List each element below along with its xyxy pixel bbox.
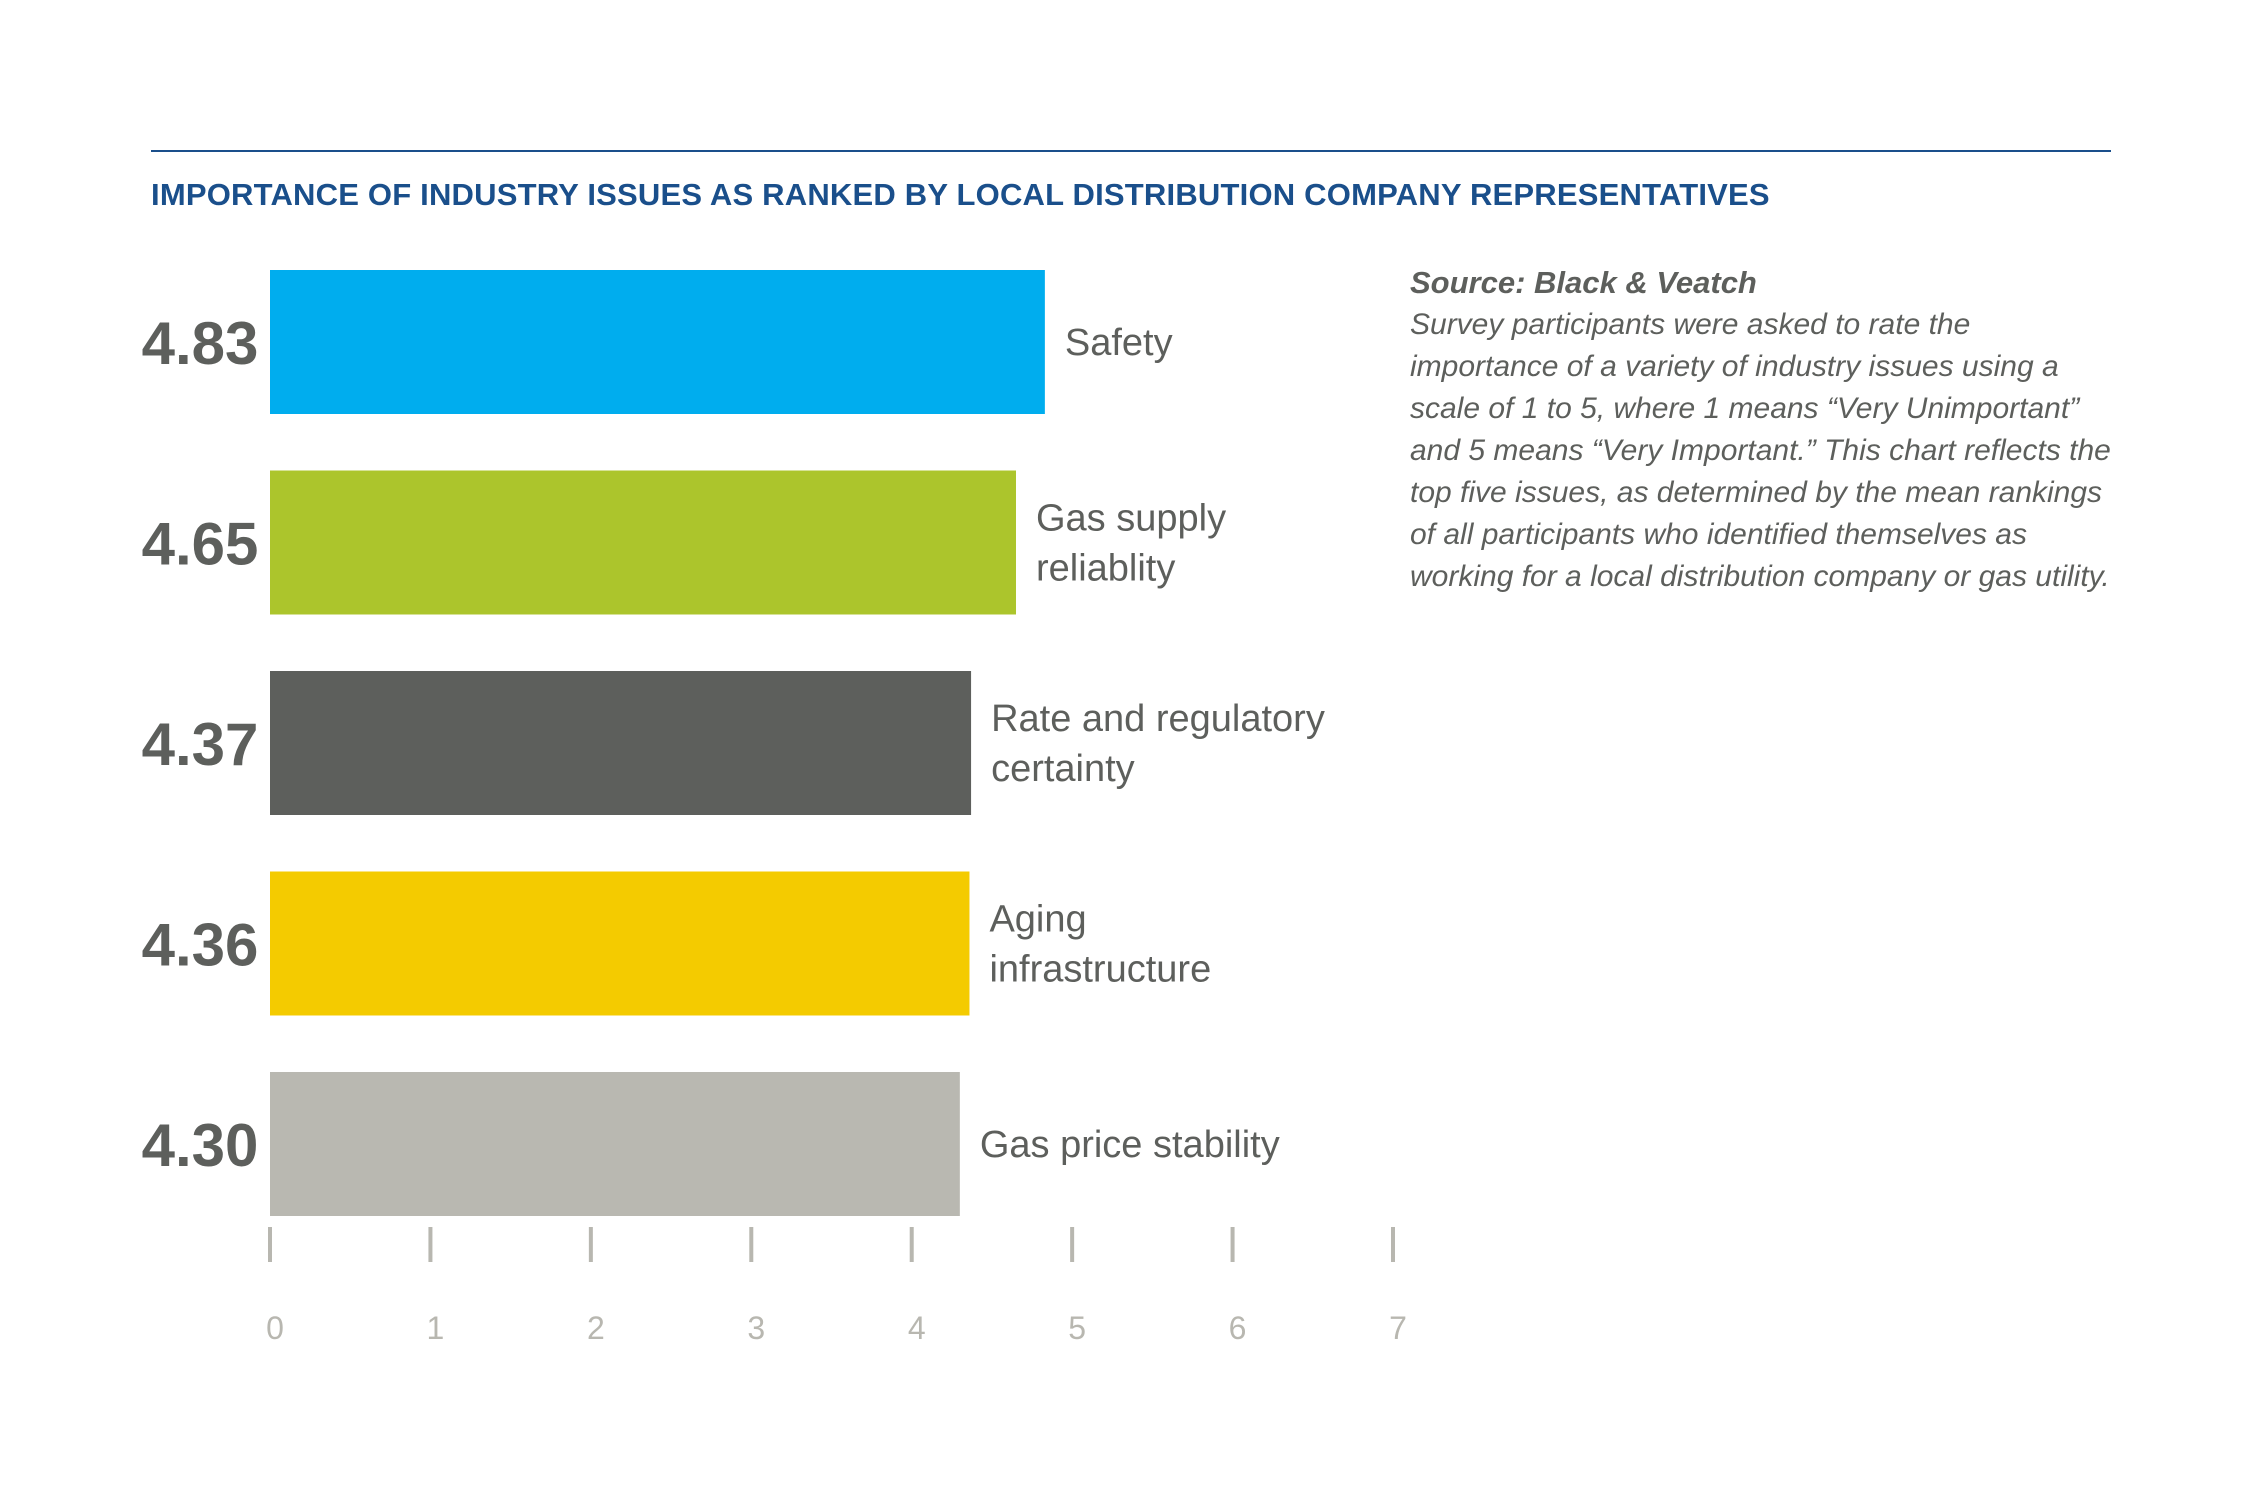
category-label: Gas supply reliablity <box>1036 498 1226 590</box>
category-label: Gas price stability <box>980 1124 1280 1166</box>
tick-label: 1 <box>427 1310 445 1346</box>
value-label: 4.37 <box>142 711 259 778</box>
value-label: 4.30 <box>142 1112 259 1179</box>
value-label: 4.65 <box>142 511 259 578</box>
value-label: 4.36 <box>142 912 259 979</box>
bar <box>270 671 972 815</box>
tick-label: 2 <box>587 1310 605 1346</box>
tick-label: 4 <box>908 1310 926 1346</box>
category-label: Aging infrastructure <box>989 899 1211 991</box>
chart-title: IMPORTANCE OF INDUSTRY ISSUES AS RANKED … <box>151 177 1770 212</box>
tick-label: 7 <box>1389 1310 1407 1346</box>
source-note: Source: Black & Veatch Survey participan… <box>1410 262 2120 598</box>
tick-label: 3 <box>747 1310 765 1346</box>
note-source: Source: Black & Veatch <box>1410 265 1757 300</box>
category-label: Safety <box>1065 322 1173 364</box>
tick-label: 0 <box>266 1310 284 1346</box>
value-label: 4.83 <box>142 310 259 377</box>
tick-label: 5 <box>1068 1310 1086 1346</box>
tick-label: 6 <box>1229 1310 1247 1346</box>
bar <box>270 1072 960 1216</box>
top-rule <box>151 150 2111 152</box>
bar <box>270 871 970 1016</box>
note-text: Survey participants were asked to rate t… <box>1410 308 2111 593</box>
bar <box>270 270 1045 414</box>
bar <box>270 470 1016 615</box>
category-label: Rate and regulatory certainty <box>991 698 1325 790</box>
